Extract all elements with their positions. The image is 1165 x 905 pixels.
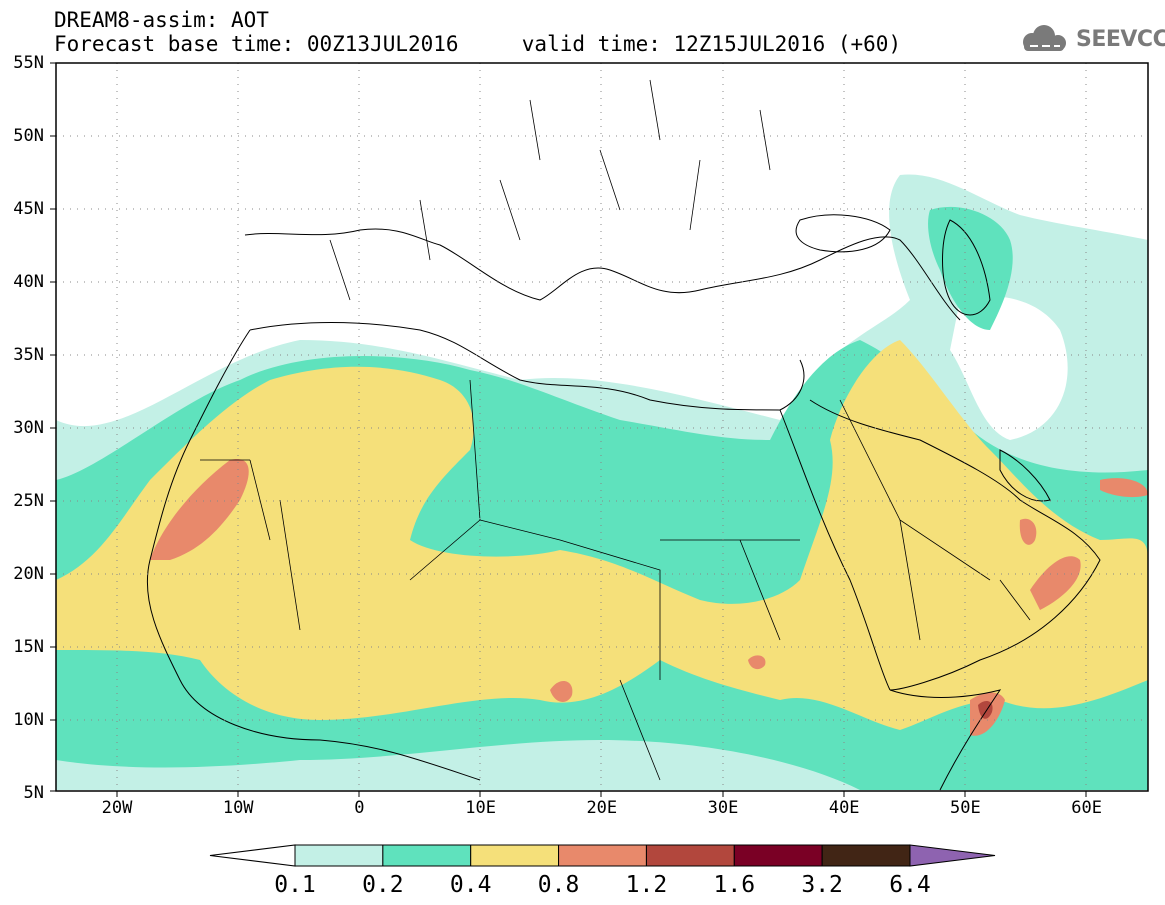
aot-band-0.1-caspian-gap — [950, 296, 1068, 440]
colorbar-extend-high — [909, 844, 996, 867]
lon-label: 10E — [465, 798, 496, 818]
lon-label: 30E — [707, 798, 739, 818]
colorbar-swatch — [821, 844, 911, 867]
plot-frame — [55, 62, 1149, 792]
aot-band-0.8-sudan — [748, 655, 766, 670]
lat-label: 20N — [13, 564, 44, 584]
colorbar-swatch — [558, 844, 647, 867]
colorbar-label: 0.2 — [362, 872, 404, 898]
coastline-europe — [244, 228, 961, 321]
coastline-west-africa — [146, 329, 481, 781]
coastline-black-sea — [795, 214, 891, 253]
aot-band-0.8-chad — [550, 680, 573, 702]
colorbar-label: 0.1 — [274, 872, 316, 898]
lon-label: 20E — [586, 798, 618, 818]
lon-label: 0 — [354, 798, 365, 818]
coastline-red-sea — [779, 409, 891, 691]
aot-band-1.2-somalia — [978, 700, 993, 719]
lat-label: 25N — [13, 491, 44, 511]
gridlines — [56, 63, 1148, 791]
aot-band-0.8-iran — [1100, 478, 1148, 498]
lat-label: 50N — [13, 126, 44, 146]
coastline-persian-gulf — [999, 449, 1051, 502]
coastline-caspian — [942, 219, 991, 316]
aot-band-0.4 — [56, 340, 1148, 730]
lat-label: 35N — [13, 345, 44, 365]
colorbar-label: 6.4 — [889, 872, 931, 898]
lat-label: 10N — [13, 710, 44, 730]
aot-band-0.8-oman — [1030, 556, 1081, 610]
lon-label: 50E — [950, 798, 981, 818]
lon-label: 10W — [222, 798, 254, 818]
axis-ticks — [50, 62, 1087, 797]
lat-label: 15N — [13, 637, 44, 657]
colorbar-label: 1.2 — [625, 872, 668, 898]
colorbar-swatch — [470, 844, 560, 867]
colorbar-label: 3.2 — [801, 872, 843, 898]
logo-text: SEEVCCC — [1076, 27, 1165, 52]
aot-band-0.2-caspian — [928, 206, 1013, 330]
aot-band-0.8-mauritania — [150, 459, 249, 560]
colorbar-swatch — [645, 844, 735, 867]
aot-band-0.8-gulf — [1019, 518, 1037, 545]
lat-label: 5N — [23, 783, 44, 803]
lon-label: 60E — [1071, 798, 1102, 818]
lat-label: 30N — [13, 418, 44, 438]
lat-label: 45N — [13, 199, 44, 219]
cloud-icon — [1023, 25, 1066, 51]
colorbar-swatch — [294, 844, 384, 867]
colorbar — [209, 844, 996, 867]
coastlines — [146, 214, 1101, 791]
borders — [200, 79, 1031, 781]
colorbar-swatch — [382, 844, 472, 867]
colorbar-label: 1.6 — [713, 872, 756, 898]
colorbar-label: 0.8 — [537, 872, 580, 898]
colorbar-swatch — [733, 844, 823, 867]
aot-fields — [56, 174, 1148, 790]
coastline-arabia — [809, 399, 1101, 691]
coastline-horn — [889, 689, 1002, 791]
colorbar-label: 0.4 — [449, 872, 492, 898]
lat-label: 55N — [13, 53, 44, 73]
chart-subtitle: Forecast base time: 00Z13JUL2016 valid t… — [54, 32, 902, 56]
colorbar-extend-low — [209, 844, 296, 867]
chart-title: DREAM8-assim: AOT — [54, 8, 269, 32]
coastline-north-africa — [249, 322, 805, 411]
lon-label: 20W — [101, 798, 133, 818]
lon-label: 40E — [828, 798, 860, 818]
lat-label: 40N — [13, 272, 44, 292]
